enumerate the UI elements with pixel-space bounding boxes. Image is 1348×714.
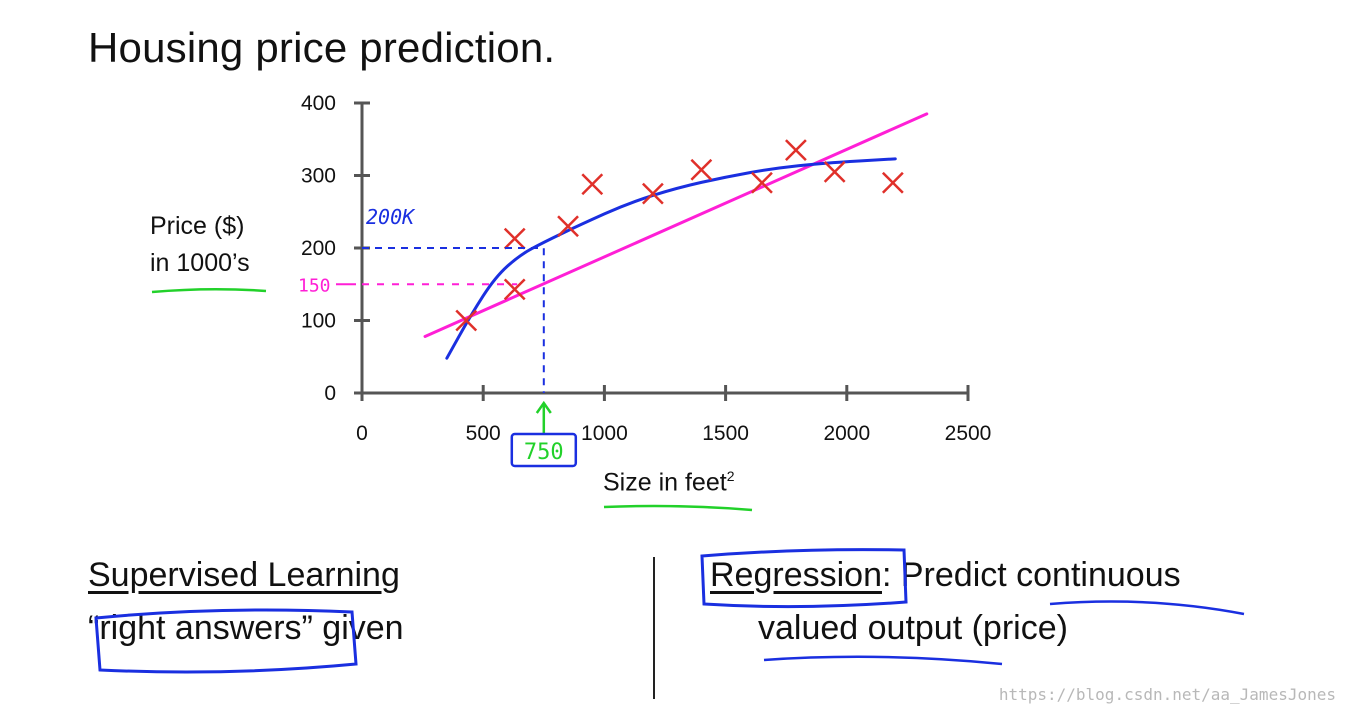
x-tick-label: 1000 bbox=[581, 422, 628, 445]
regression-line1: Regression: Predict continuous bbox=[710, 556, 1181, 594]
data-point bbox=[503, 278, 526, 301]
chart-fit-lines bbox=[423, 112, 929, 360]
y-axis-label: Price ($) in 1000’s bbox=[150, 208, 250, 282]
pink-price-label: 150 bbox=[298, 275, 331, 296]
regression-line1-rest: : Predict continuous bbox=[881, 556, 1181, 594]
data-point-stroke bbox=[557, 215, 579, 238]
x-tick-label: 500 bbox=[466, 422, 501, 445]
chart-annotations: 200K 150 750 bbox=[298, 205, 578, 468]
page-title: Housing price prediction. bbox=[88, 24, 556, 71]
supervised-learning-heading: Supervised Learning bbox=[88, 556, 400, 594]
right-answers-line: “right answers” given bbox=[88, 609, 404, 647]
data-point-stroke bbox=[881, 171, 904, 194]
blue-guide-line bbox=[362, 247, 545, 393]
data-point-stroke bbox=[503, 227, 526, 250]
data-point-stroke bbox=[690, 158, 713, 181]
y-label-underline bbox=[151, 287, 267, 294]
y-axis-label-line1: Price ($) bbox=[150, 212, 245, 240]
y-axis-label-line2: in 1000’s bbox=[150, 249, 250, 277]
data-point-stroke bbox=[823, 160, 846, 183]
x-axis-label-text: Size in feet bbox=[603, 468, 727, 497]
data-point bbox=[503, 227, 526, 250]
data-point bbox=[823, 160, 846, 183]
blue-price-label: 200K bbox=[366, 205, 416, 229]
data-point bbox=[751, 171, 773, 194]
data-point bbox=[690, 158, 713, 181]
x-tick-label: 1500 bbox=[702, 422, 749, 445]
data-point-stroke bbox=[455, 309, 478, 332]
regression-line2: valued output (price) bbox=[758, 609, 1068, 647]
curve-fit-line bbox=[445, 157, 897, 360]
data-point bbox=[455, 309, 478, 332]
linear-fit-line bbox=[423, 112, 929, 338]
data-point-stroke bbox=[785, 139, 807, 162]
data-point-stroke bbox=[751, 171, 773, 194]
regression-keyword: Regression bbox=[710, 556, 882, 594]
data-point bbox=[581, 173, 604, 196]
y-tick-label: 200 bbox=[301, 237, 336, 260]
data-point bbox=[641, 182, 664, 205]
data-point-stroke bbox=[581, 173, 604, 196]
data-point bbox=[881, 171, 904, 194]
y-tick-label: 0 bbox=[324, 382, 336, 405]
chart-ticks: 0 100 200 300 400 0 500 1000 1500 2000 2500 bbox=[301, 92, 991, 445]
x-tick-label: 2000 bbox=[823, 422, 870, 445]
x-axis-label-exponent: 2 bbox=[726, 468, 735, 484]
data-point-stroke bbox=[641, 182, 664, 205]
watermark: https://blog.csdn.net/aa_JamesJones bbox=[998, 685, 1336, 704]
x-axis-label: Size in feet2 bbox=[603, 468, 734, 497]
y-tick-label: 300 bbox=[301, 165, 336, 188]
data-point bbox=[557, 215, 579, 238]
x-tick-label: 0 bbox=[356, 422, 368, 445]
data-point bbox=[785, 139, 807, 162]
supervised-learning-block: Supervised Learning “right answers” give… bbox=[88, 556, 404, 648]
y-tick-label: 400 bbox=[301, 92, 336, 115]
data-point-stroke bbox=[503, 278, 526, 301]
query-x-box bbox=[510, 432, 578, 468]
x-tick-label: 2500 bbox=[945, 422, 992, 445]
query-x-label: 750 bbox=[524, 440, 564, 465]
vertical-divider bbox=[653, 557, 655, 699]
chart-points bbox=[455, 139, 904, 332]
green-arrow-head bbox=[535, 400, 552, 414]
y-tick-label: 100 bbox=[301, 310, 336, 333]
regression-block: Regression: Predict continuous valued ou… bbox=[710, 556, 1181, 648]
